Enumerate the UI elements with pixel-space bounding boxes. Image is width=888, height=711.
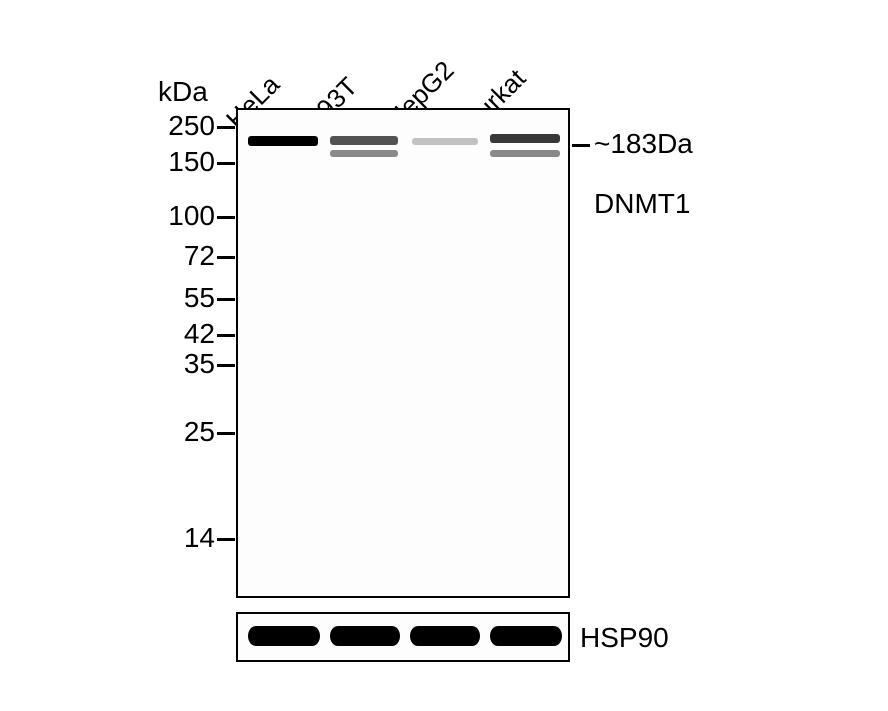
loading-band (410, 626, 480, 646)
mw-marker-tick (217, 298, 235, 301)
mw-marker-tick (217, 216, 235, 219)
blot-band (490, 134, 560, 143)
blot-band (330, 136, 398, 145)
loading-band (330, 626, 400, 646)
mw-marker-tick (217, 334, 235, 337)
loading-band (490, 626, 562, 646)
target-size-tick (572, 144, 590, 147)
main-blot-membrane (236, 108, 570, 598)
blot-band (248, 136, 318, 146)
mw-marker-tick (217, 256, 235, 259)
blot-band (330, 150, 398, 157)
mw-marker-label: 72 (184, 240, 215, 272)
loading-control-label: HSP90 (580, 622, 669, 654)
mw-marker-tick (217, 538, 235, 541)
mw-marker-label: 35 (184, 348, 215, 380)
mw-marker-label: 100 (168, 200, 215, 232)
mw-marker-label: 150 (168, 146, 215, 178)
mw-marker-label: 250 (168, 110, 215, 142)
mw-marker-tick (217, 364, 235, 367)
blot-band (490, 150, 560, 157)
mw-marker-tick (217, 162, 235, 165)
mw-marker-label: 25 (184, 416, 215, 448)
mw-marker-tick (217, 126, 235, 129)
mw-marker-label: 55 (184, 282, 215, 314)
target-size-label: ~183Da (594, 128, 693, 160)
mw-marker-label: 42 (184, 318, 215, 350)
mw-marker-tick (217, 432, 235, 435)
blot-band (412, 138, 478, 145)
loading-band (248, 626, 320, 646)
kda-unit-label: kDa (158, 76, 208, 108)
western-blot-figure: kDa HeLa 293T HepG2 Jurkat 250 150 100 7… (0, 0, 888, 711)
mw-marker-label: 14 (184, 522, 215, 554)
target-protein-label: DNMT1 (594, 188, 690, 220)
